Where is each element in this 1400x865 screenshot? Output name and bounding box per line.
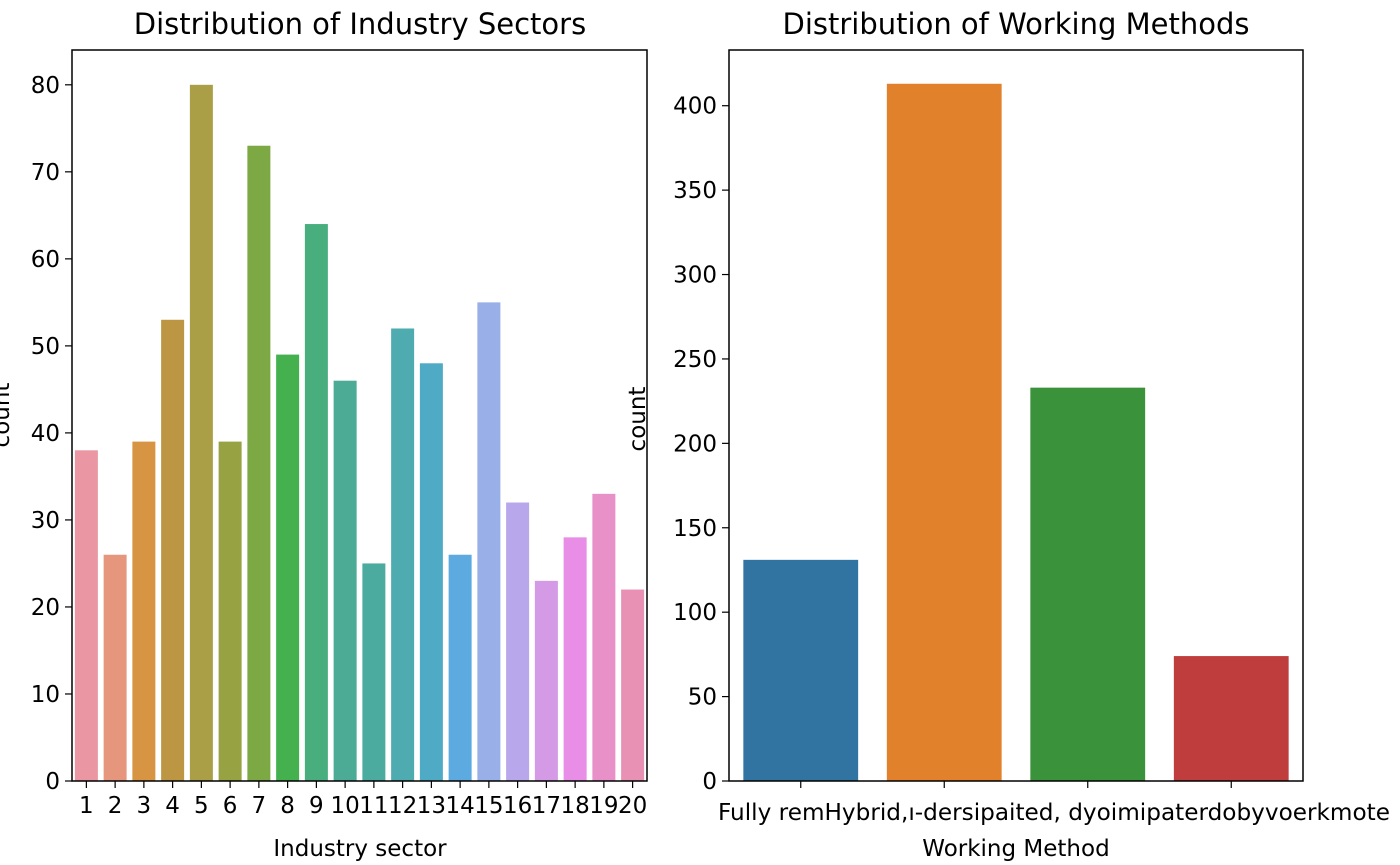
bar xyxy=(276,354,300,781)
x-tick-label: 17 xyxy=(532,793,561,819)
bar xyxy=(448,554,472,781)
bar xyxy=(103,554,127,781)
bar xyxy=(1030,387,1146,781)
x-tick-label: 16 xyxy=(503,793,532,819)
chart-title: Distribution of Industry Sectors xyxy=(134,7,586,41)
y-tick-label: 10 xyxy=(31,682,60,708)
y-tick-label: 200 xyxy=(673,431,717,457)
y-tick-label: 30 xyxy=(31,508,60,534)
bar xyxy=(74,450,98,781)
bar xyxy=(304,224,328,782)
x-tick-labels-overlapping: Fully remHybrid,ı-dersipaited, dyoimipat… xyxy=(718,800,1390,826)
bar xyxy=(1173,656,1289,781)
bar xyxy=(592,493,616,781)
bar xyxy=(419,363,443,781)
x-tick-label: 11 xyxy=(359,793,388,819)
x-axis-ticks xyxy=(800,781,1232,788)
plot-frame xyxy=(728,49,1304,782)
y-tick-label: 50 xyxy=(688,685,717,711)
bar xyxy=(247,145,271,781)
x-tick-label: 8 xyxy=(280,793,295,819)
x-tick-label: 6 xyxy=(223,793,238,819)
bar xyxy=(506,502,530,781)
y-tick-label: 0 xyxy=(702,769,717,795)
x-tick-label: 4 xyxy=(165,793,180,819)
x-tick-label: 14 xyxy=(445,793,474,819)
x-axis-label: Working Method xyxy=(922,836,1109,862)
x-tick-label: 3 xyxy=(137,793,152,819)
y-axis-label: count xyxy=(0,383,15,448)
bar-group xyxy=(743,83,1289,782)
chart-industry-sectors: Distribution of Industry Sectors 0102030… xyxy=(0,7,648,862)
y-tick-label: 0 xyxy=(45,769,60,795)
y-tick-label: 100 xyxy=(673,600,717,626)
plot-frame xyxy=(71,49,648,782)
y-tick-label: 300 xyxy=(673,263,717,289)
x-tick-label: 5 xyxy=(194,793,209,819)
x-tick-label: 10 xyxy=(330,793,359,819)
bar xyxy=(362,563,386,781)
y-tick-label: 80 xyxy=(31,73,60,99)
x-tick-label: 1 xyxy=(79,793,94,819)
x-tick-label: 13 xyxy=(417,793,446,819)
x-tick-label: 19 xyxy=(589,793,618,819)
y-tick-label: 150 xyxy=(673,516,717,542)
bar-group xyxy=(74,84,645,782)
bar xyxy=(886,83,1002,782)
bar xyxy=(621,589,645,781)
y-tick-label: 350 xyxy=(673,178,717,204)
bar xyxy=(161,319,185,781)
y-tick-label: 250 xyxy=(673,347,717,373)
x-tick-label: 15 xyxy=(474,793,503,819)
y-axis-label: count xyxy=(625,387,651,452)
bar xyxy=(189,84,213,782)
x-tick-label: 20 xyxy=(618,793,647,819)
chart-title: Distribution of Working Methods xyxy=(783,7,1250,41)
bar xyxy=(743,559,859,781)
chart-working-methods: Distribution of Working Methods 0 50 100 15… xyxy=(625,7,1390,862)
x-tick-label: 2 xyxy=(108,793,123,819)
x-axis-label: Industry sector xyxy=(273,836,447,862)
x-tick-label: 9 xyxy=(309,793,324,819)
x-tick-label: 18 xyxy=(560,793,589,819)
bar xyxy=(132,441,156,781)
y-tick-label: 400 xyxy=(673,94,717,120)
y-axis-ticks: 0 10 20 30 40 50 60 70 80 xyxy=(31,73,72,795)
bar xyxy=(333,380,357,781)
y-tick-label: 40 xyxy=(31,421,60,447)
y-tick-label: 20 xyxy=(31,595,60,621)
y-tick-label: 60 xyxy=(31,247,60,273)
x-axis-ticks: 1 2 3 4 5 6 7 8 9 10 11 12 13 14 15 16 17 18 19 20 xyxy=(79,781,647,819)
x-tick-label: 7 xyxy=(252,793,267,819)
bar xyxy=(391,328,415,781)
bar xyxy=(534,580,558,781)
y-axis-ticks: 0 50 100 150 200 250 300 350 400 xyxy=(673,94,729,795)
y-tick-label: 50 xyxy=(31,334,60,360)
y-tick-label: 70 xyxy=(31,160,60,186)
bar xyxy=(477,302,501,781)
bar xyxy=(563,537,587,781)
x-tick-label: 12 xyxy=(388,793,417,819)
bar xyxy=(218,441,242,781)
